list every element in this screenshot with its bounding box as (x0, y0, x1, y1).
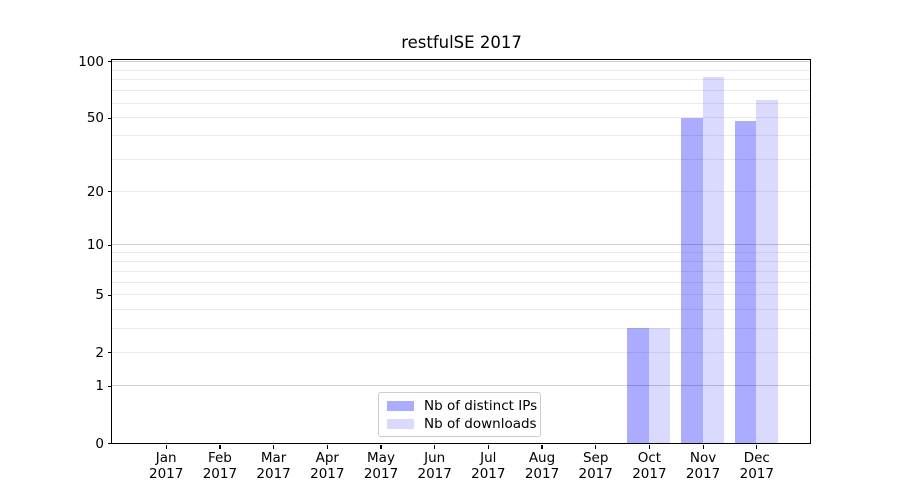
xtick-mark-jan (165, 445, 167, 449)
gridline-minor-6 (112, 281, 810, 283)
gridline-minor-40 (112, 135, 810, 137)
gridline-minor-9 (112, 252, 810, 254)
xtick-label-oct: Oct 2017 (632, 450, 667, 482)
gridline-minor-8 (112, 260, 810, 262)
xtick-label-dec: Dec 2017 (739, 450, 774, 482)
ytick-mark-2 (107, 352, 112, 354)
xtick-label-jan: Jan 2017 (149, 450, 184, 482)
ytick-mark-1 (107, 385, 112, 387)
bar-oct-nb-of-distinct-ips (627, 328, 649, 443)
gridline-minor-20 (112, 190, 810, 192)
bar-dec-nb-of-downloads (756, 100, 778, 443)
ytick-label-5: 5 (95, 287, 104, 304)
ytick-mark-10 (107, 244, 112, 246)
legend-label-distinct-ips: Nb of distinct IPs (424, 398, 538, 414)
legend-row-downloads: Nb of downloads (379, 415, 540, 433)
xtick-label-may: May 2017 (363, 450, 399, 482)
gridline-major-100 (112, 60, 810, 62)
ytick-label-2: 2 (95, 344, 104, 361)
xtick-label-jul: Jul 2017 (471, 450, 506, 482)
gridline-minor-50 (112, 117, 810, 119)
xtick-mark-dec (756, 445, 758, 449)
gridline-minor-4 (112, 309, 810, 311)
xtick-mark-jun (434, 445, 436, 449)
legend-label-downloads: Nb of downloads (424, 416, 537, 432)
gridline-major-10 (112, 244, 810, 246)
xtick-mark-mar (273, 445, 275, 449)
ytick-mark-100 (107, 61, 112, 63)
xtick-mark-oct (648, 445, 651, 449)
xtick-mark-jul (487, 445, 489, 449)
gridline-minor-90 (112, 69, 810, 71)
bar-oct-nb-of-downloads (648, 328, 671, 443)
gridline-major-1 (112, 385, 810, 387)
ytick-mark-50 (107, 117, 112, 119)
gridline-minor-60 (112, 102, 810, 104)
xtick-label-aug: Aug 2017 (524, 450, 560, 482)
ytick-mark-20 (107, 191, 112, 193)
legend: Nb of distinct IPs Nb of downloads (378, 392, 541, 437)
xtick-label-mar: Mar 2017 (256, 450, 291, 482)
bar-nov-nb-of-distinct-ips (681, 117, 703, 443)
gridline-minor-80 (112, 79, 810, 81)
xtick-mark-feb (219, 445, 221, 449)
chart-title: restfulSE 2017 (401, 33, 522, 52)
ytick-mark-5 (107, 294, 112, 296)
xtick-label-sep: Sep 2017 (578, 450, 613, 482)
xtick-mark-nov (702, 445, 704, 449)
gridline-minor-2 (112, 351, 810, 353)
legend-swatch-distinct-ips (387, 401, 414, 411)
bar-nov-nb-of-downloads (702, 76, 725, 443)
legend-swatch-downloads (387, 419, 414, 429)
xtick-label-nov: Nov 2017 (685, 450, 721, 482)
ytick-label-50: 50 (86, 110, 104, 127)
ytick-label-20: 20 (86, 183, 104, 200)
plot-area (111, 59, 811, 444)
xtick-mark-may (380, 445, 382, 449)
ytick-label-10: 10 (86, 237, 104, 254)
bar-dec-nb-of-distinct-ips (734, 121, 757, 443)
gridline-minor-5 (112, 294, 810, 296)
ytick-label-100: 100 (78, 53, 104, 70)
xtick-label-apr: Apr 2017 (310, 450, 345, 482)
xtick-mark-aug (541, 445, 543, 449)
gridline-minor-30 (112, 158, 810, 160)
xtick-mark-sep (595, 445, 597, 449)
xtick-label-jun: Jun 2017 (417, 450, 452, 482)
gridline-minor-70 (112, 90, 810, 91)
ytick-label-0: 0 (95, 435, 104, 452)
gridline-minor-7 (112, 270, 810, 272)
gridline-minor-3 (112, 327, 810, 329)
xtick-mark-apr (326, 445, 328, 449)
ytick-mark-0 (107, 442, 112, 445)
ytick-label-1: 1 (95, 378, 104, 395)
xtick-label-feb: Feb 2017 (202, 450, 238, 482)
legend-row-distinct-ips: Nb of distinct IPs (379, 397, 540, 415)
